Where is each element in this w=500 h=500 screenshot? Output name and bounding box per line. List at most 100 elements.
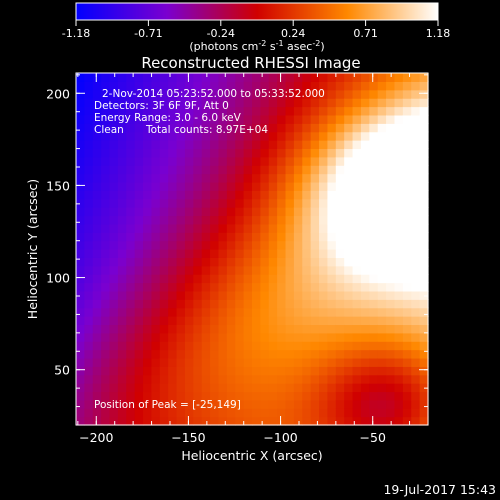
heatmap-cell xyxy=(218,290,228,300)
heatmap-cell xyxy=(319,123,329,133)
heatmap-cell xyxy=(184,374,194,384)
heatmap-cell xyxy=(76,349,85,359)
heatmap-cell xyxy=(352,106,362,116)
heatmap-cell xyxy=(143,148,153,158)
heatmap-cell xyxy=(84,223,94,233)
heatmap-cell xyxy=(143,215,153,225)
heatmap-cell xyxy=(109,240,119,250)
heatmap-cell xyxy=(168,349,178,359)
heatmap-cell xyxy=(76,316,85,326)
heatmap-cell xyxy=(386,156,396,166)
heatmap-cell xyxy=(327,98,337,108)
heatmap-cell xyxy=(394,223,404,233)
heatmap-cell xyxy=(92,81,102,91)
heatmap-cell xyxy=(377,341,387,351)
heatmap-cell xyxy=(101,198,111,208)
heatmap-cell xyxy=(310,282,320,292)
heatmap-cell xyxy=(377,98,387,108)
heatmap-cell xyxy=(310,114,320,124)
heatmap-cell xyxy=(411,316,421,326)
heatmap-cell xyxy=(277,131,287,141)
heatmap-cell xyxy=(243,181,253,191)
heatmap-cell xyxy=(218,165,228,175)
heatmap-cell xyxy=(92,408,102,418)
heatmap-cell xyxy=(134,148,144,158)
heatmap-cell xyxy=(210,391,220,401)
heatmap-cell xyxy=(260,374,270,384)
heatmap-cell xyxy=(134,299,144,309)
heatmap-cell xyxy=(126,223,136,233)
heatmap-cell xyxy=(369,240,379,250)
heatmap-cell xyxy=(252,148,261,158)
heatmap-cell xyxy=(117,123,127,133)
heatmap-cell xyxy=(176,223,186,233)
heatmap-cell xyxy=(168,282,178,292)
heatmap-cell xyxy=(260,98,270,108)
heatmap-cell xyxy=(84,165,94,175)
heatmap-cell xyxy=(92,106,102,116)
heatmap-cell xyxy=(168,198,178,208)
heatmap-cell xyxy=(310,148,320,158)
heatmap-cell xyxy=(201,366,211,376)
x-tick-label: −100 xyxy=(263,430,297,445)
y-tick-label: 100 xyxy=(46,271,70,286)
heatmap-cell xyxy=(109,81,119,91)
heatmap-cell xyxy=(126,357,136,367)
heatmap-cell xyxy=(335,173,345,183)
heatmap-cell xyxy=(243,391,253,401)
heatmap-cell xyxy=(293,106,303,116)
heatmap-cell xyxy=(159,73,169,82)
heatmap-cell xyxy=(76,156,85,166)
heatmap-cell xyxy=(386,374,396,384)
heatmap-cell xyxy=(126,349,136,359)
heatmap-cell xyxy=(277,89,287,99)
heatmap-cell xyxy=(402,357,412,367)
heatmap-cell xyxy=(176,399,186,409)
heatmap-cell xyxy=(92,148,102,158)
heatmap-cell xyxy=(117,391,127,401)
heatmap-cell xyxy=(352,181,362,191)
heatmap-cell xyxy=(411,383,421,393)
heatmap-cell xyxy=(151,207,161,217)
heatmap-cell xyxy=(117,366,127,376)
heatmap-cell xyxy=(126,232,136,242)
heatmap-cell xyxy=(310,357,320,367)
heatmap-cell xyxy=(76,282,85,292)
heatmap-cell xyxy=(260,81,270,91)
heatmap-cell xyxy=(143,265,153,275)
heatmap-cell xyxy=(101,307,111,317)
heatmap-cell xyxy=(159,249,169,258)
heatmap-cell xyxy=(319,383,329,393)
heatmap-cell xyxy=(386,274,396,284)
heatmap-cell xyxy=(168,240,178,250)
heatmap-cell xyxy=(411,190,421,200)
heatmap-cell xyxy=(201,374,211,384)
heatmap-cell xyxy=(394,181,404,191)
heatmap-cell xyxy=(277,240,287,250)
heatmap-cell xyxy=(419,416,429,426)
heatmap-cell xyxy=(252,383,261,393)
heatmap-cell xyxy=(92,232,102,242)
heatmap-cell xyxy=(369,332,379,342)
heatmap-cell xyxy=(184,181,194,191)
heatmap-cell xyxy=(293,223,303,233)
heatmap-cell xyxy=(411,391,421,401)
heatmap-cell xyxy=(243,290,253,300)
heatmap-cell xyxy=(134,106,144,116)
heatmap-cell xyxy=(310,181,320,191)
heatmap-cell xyxy=(386,249,396,258)
heatmap-cell xyxy=(101,374,111,384)
heatmap-cell xyxy=(310,383,320,393)
heatmap-cell xyxy=(243,349,253,359)
heatmap-cell xyxy=(277,123,287,133)
heatmap-cell xyxy=(151,181,161,191)
heatmap-cell xyxy=(327,299,337,309)
heatmap-cell xyxy=(151,131,161,141)
heatmap-cell xyxy=(344,215,354,225)
heatmap-cell xyxy=(117,274,127,284)
heatmap-cell xyxy=(319,114,329,124)
heatmap-cell xyxy=(352,173,362,183)
heatmap-cell xyxy=(344,148,354,158)
heatmap-cell xyxy=(252,173,261,183)
heatmap-cell xyxy=(327,374,337,384)
